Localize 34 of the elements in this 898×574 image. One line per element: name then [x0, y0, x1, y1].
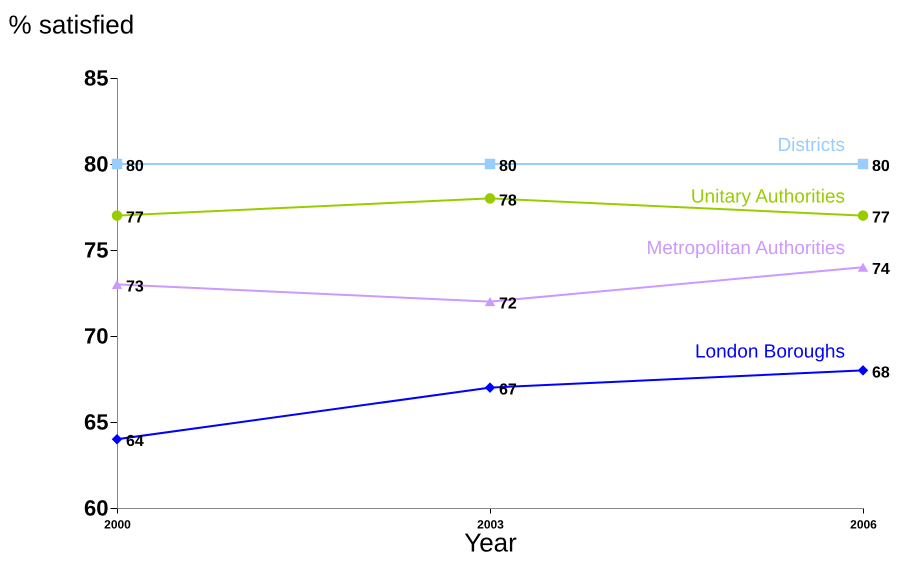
series-label: Metropolitan Authorities	[646, 238, 845, 260]
y-tick-label: 80	[84, 152, 108, 176]
data-label: 80	[126, 158, 144, 175]
series-label: Unitary Authorities	[690, 186, 845, 208]
data-label: 80	[499, 158, 517, 175]
point	[484, 193, 496, 204]
y-tick-label: 65	[84, 410, 108, 434]
y-tick-label: 85	[84, 66, 108, 90]
x-tick-label: 2006	[850, 518, 878, 532]
point	[484, 297, 496, 306]
data-label: 80	[872, 158, 890, 175]
y-tick-label: 70	[84, 324, 108, 348]
y-tick-label: 75	[84, 238, 108, 262]
data-label: 74	[872, 261, 890, 278]
y-axis-title: % satisfied	[8, 10, 134, 40]
data-label: 72	[499, 296, 517, 313]
point	[112, 280, 122, 289]
point	[858, 262, 868, 272]
data-label: 73	[126, 278, 144, 296]
point	[112, 158, 122, 170]
point	[858, 365, 868, 376]
data-label: 64	[126, 433, 144, 450]
point	[858, 158, 868, 170]
y-tick-label: 60	[84, 496, 108, 520]
point	[858, 210, 868, 221]
point	[112, 210, 122, 221]
point	[484, 382, 496, 393]
data-label: 68	[872, 364, 890, 382]
series-label: London Boroughs	[694, 341, 845, 362]
point	[112, 434, 122, 444]
series-label: Districts	[777, 135, 845, 156]
point	[484, 158, 496, 170]
data-label: 77	[872, 210, 890, 227]
x-tick-label: 2000	[104, 518, 132, 532]
